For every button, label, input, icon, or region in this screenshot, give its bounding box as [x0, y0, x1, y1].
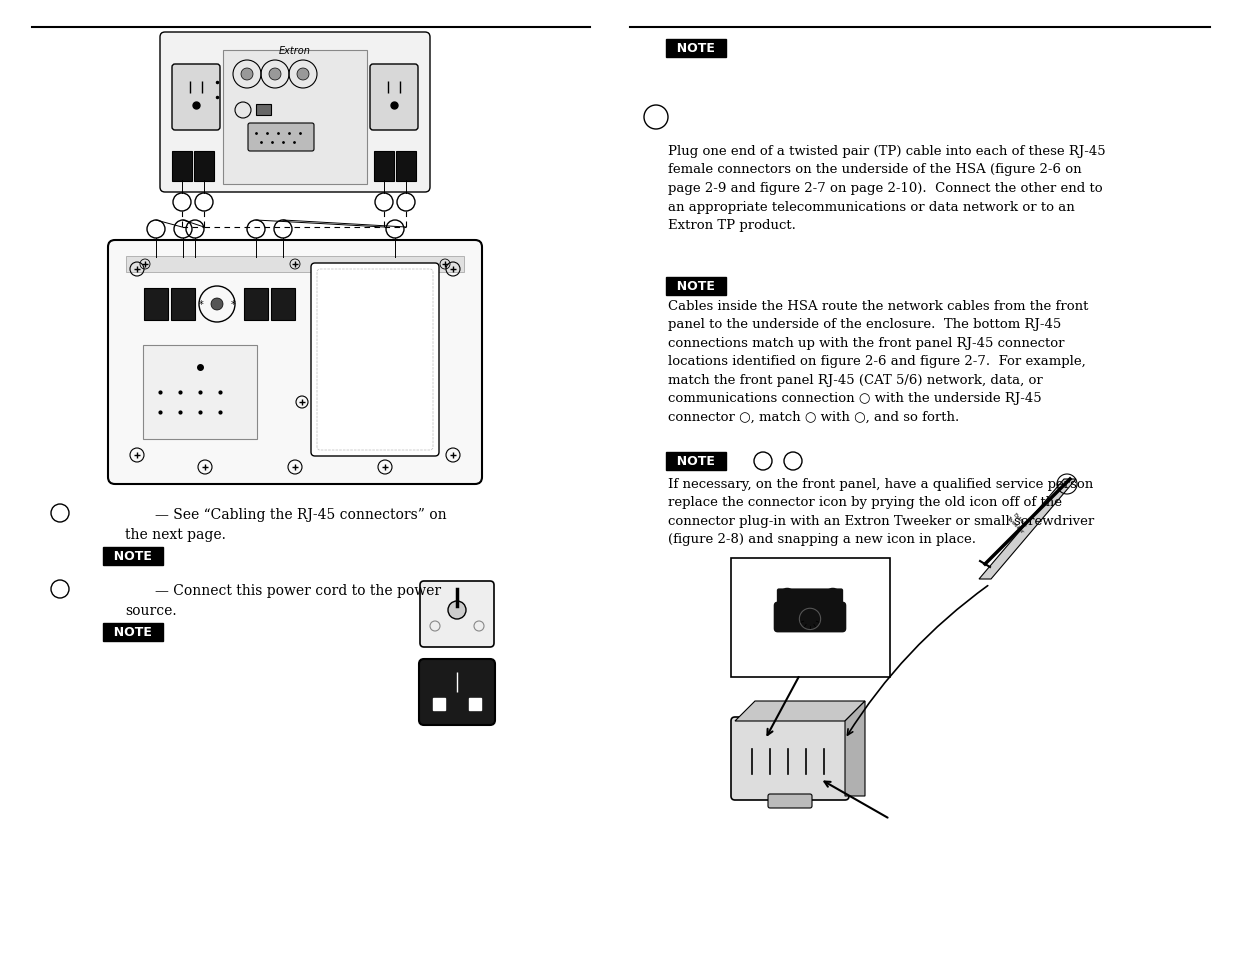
Text: — Connect this power cord to the power: — Connect this power cord to the power — [156, 583, 441, 598]
Text: *: * — [199, 299, 204, 310]
Text: the next page.: the next page. — [125, 527, 226, 541]
FancyBboxPatch shape — [126, 256, 464, 273]
Circle shape — [779, 588, 795, 605]
FancyBboxPatch shape — [143, 346, 257, 439]
FancyBboxPatch shape — [194, 152, 214, 182]
FancyBboxPatch shape — [161, 33, 430, 193]
FancyBboxPatch shape — [374, 152, 394, 182]
Text: Extron
Tweeker: Extron Tweeker — [1005, 510, 1029, 534]
FancyBboxPatch shape — [144, 289, 168, 320]
FancyBboxPatch shape — [224, 51, 367, 185]
FancyBboxPatch shape — [317, 270, 433, 451]
Circle shape — [241, 69, 253, 81]
Polygon shape — [845, 701, 864, 796]
Circle shape — [448, 601, 466, 619]
Text: NOTE: NOTE — [668, 42, 724, 55]
FancyBboxPatch shape — [107, 241, 482, 484]
FancyBboxPatch shape — [777, 589, 844, 605]
Circle shape — [296, 69, 309, 81]
FancyBboxPatch shape — [311, 264, 438, 456]
Text: source.: source. — [125, 603, 177, 618]
FancyBboxPatch shape — [420, 581, 494, 647]
FancyBboxPatch shape — [731, 718, 848, 801]
Circle shape — [269, 69, 282, 81]
FancyBboxPatch shape — [768, 794, 811, 808]
Text: Extron: Extron — [279, 46, 311, 56]
FancyBboxPatch shape — [773, 602, 846, 633]
Circle shape — [211, 298, 224, 311]
FancyBboxPatch shape — [172, 152, 191, 182]
FancyBboxPatch shape — [172, 65, 220, 131]
Text: NOTE: NOTE — [668, 455, 724, 468]
Text: If necessary, on the front panel, have a qualified service person
replace the co: If necessary, on the front panel, have a… — [668, 477, 1094, 546]
Text: NOTE: NOTE — [105, 625, 161, 639]
Text: NOTE: NOTE — [105, 550, 161, 562]
FancyBboxPatch shape — [396, 152, 416, 182]
FancyBboxPatch shape — [419, 659, 495, 725]
FancyBboxPatch shape — [248, 124, 314, 152]
FancyBboxPatch shape — [256, 105, 270, 116]
Polygon shape — [979, 479, 1076, 579]
FancyBboxPatch shape — [270, 289, 295, 320]
Text: NOTE: NOTE — [668, 280, 724, 293]
FancyBboxPatch shape — [730, 558, 889, 677]
Text: Plug one end of a twisted pair (TP) cable into each of these RJ-45
female connec: Plug one end of a twisted pair (TP) cabl… — [668, 145, 1105, 232]
FancyBboxPatch shape — [245, 289, 268, 320]
Polygon shape — [735, 701, 864, 721]
FancyBboxPatch shape — [370, 65, 417, 131]
Circle shape — [825, 588, 841, 605]
Text: Cables inside the HSA route the network cables from the front
panel to the under: Cables inside the HSA route the network … — [668, 299, 1088, 423]
Text: *: * — [231, 299, 236, 310]
FancyBboxPatch shape — [170, 289, 195, 320]
Text: — See “Cabling the RJ-45 connectors” on: — See “Cabling the RJ-45 connectors” on — [156, 507, 447, 521]
